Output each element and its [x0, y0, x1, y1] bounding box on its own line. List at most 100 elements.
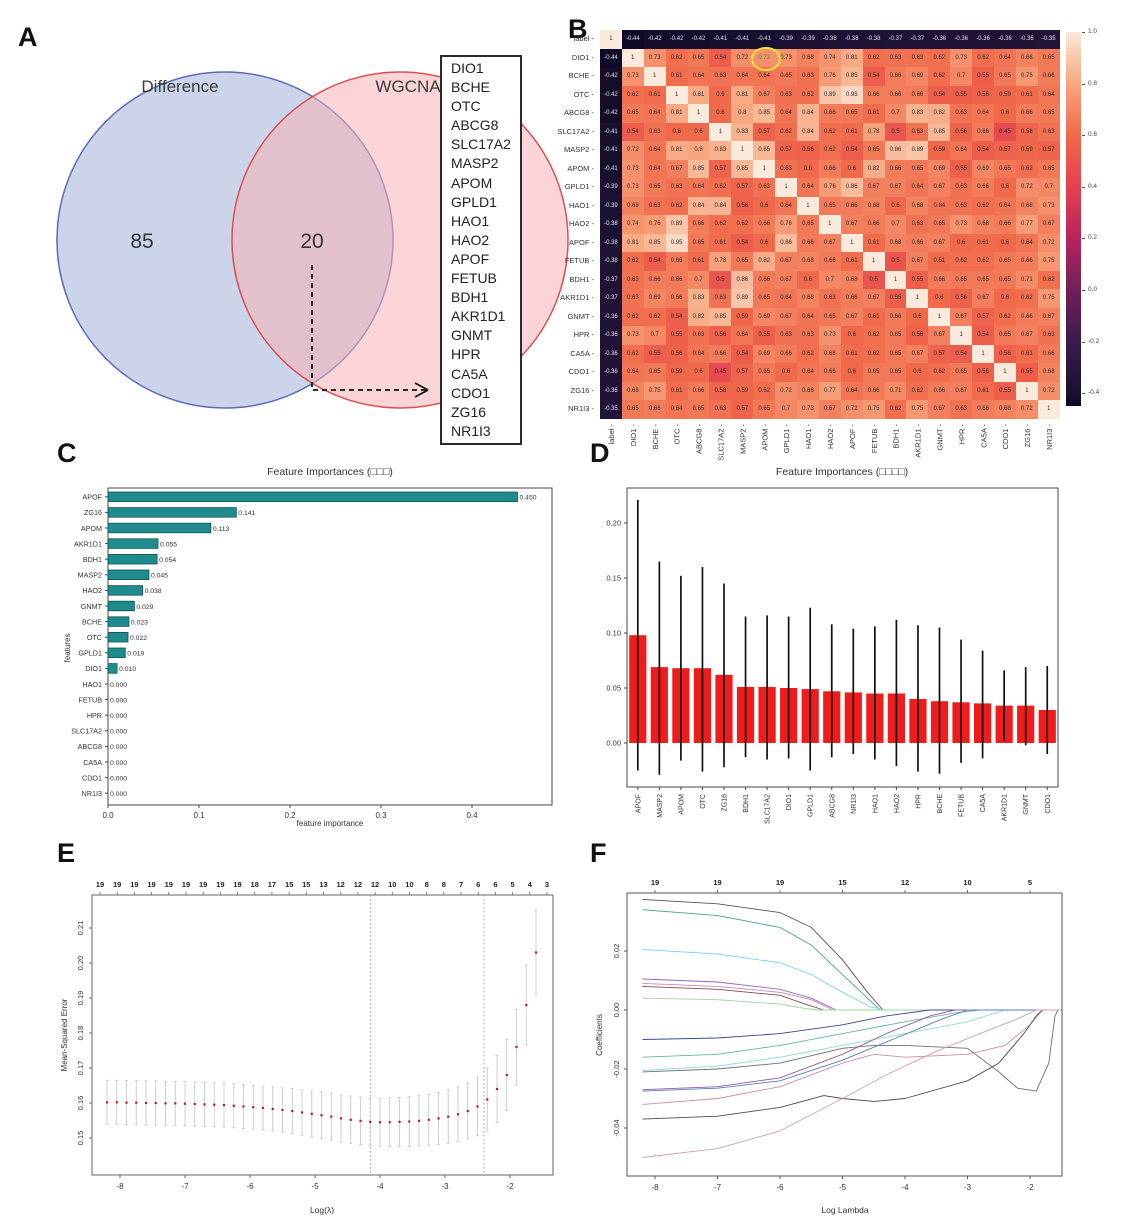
heatmap-row-label: BDH1 - [569, 274, 594, 284]
f-ytick-label: 0.00 [612, 1003, 621, 1018]
heatmap-row-label: SLC17A2 - [557, 126, 594, 136]
heatmap-cell: 0.85 [687, 159, 710, 178]
heatmap-cell: 1 [600, 30, 622, 49]
f-coef-path [642, 909, 1062, 1011]
heatmap-col-label: HPR - [957, 424, 966, 445]
heatmap-cell: 0.82 [928, 104, 951, 123]
heatmap-cell: 0.67 [775, 270, 798, 289]
heatmap-cell: 0.63 [950, 196, 973, 215]
heatmap-cell: 0.63 [950, 104, 973, 123]
heatmap-cell: 0.73 [818, 326, 841, 345]
heatmap-cell: 0.65 [775, 67, 798, 86]
heatmap-cell: 0.62 [972, 48, 995, 67]
e-ytick-label: 0.21 [76, 921, 85, 936]
d-ytick-label: 0.20 [606, 519, 621, 528]
heatmap-cell: 0.64 [797, 178, 819, 197]
c-cat-label: NR1I3 [82, 789, 102, 798]
heatmap-cell: 0.61 [862, 104, 885, 123]
heatmap-cell: 0.6 [840, 363, 863, 382]
heatmap-cell: 0.55 [1015, 363, 1038, 382]
c-cat-label: GPLD1 [78, 649, 102, 658]
heatmap-cell: 0.89 [665, 215, 688, 234]
heatmap-cell: 0.72 [621, 141, 644, 160]
f-ytick-label: -0.04 [612, 1119, 621, 1136]
heatmap-cell: 0.62 [862, 48, 885, 67]
f-ylabel: Coefficients [595, 1014, 604, 1056]
heatmap-cell: 0.76 [818, 67, 841, 86]
heatmap-cell: 0.64 [1015, 233, 1038, 252]
heatmap-cell: 0.7 [1037, 178, 1060, 197]
heatmap-cell: 0.69 [753, 307, 776, 326]
d-cat-label: HAO1 [872, 794, 879, 813]
heatmap-cell: 0.64 [665, 400, 688, 419]
heatmap-cell: 0.57 [775, 141, 798, 160]
colorbar-tick-label: 0.6 [1088, 131, 1098, 139]
heatmap-cell: 1 [753, 159, 776, 178]
e-mse-point [369, 1120, 372, 1123]
heatmap-cell: 0.85 [753, 141, 776, 160]
c-cat-label: HPR [87, 711, 102, 720]
heatmap-cell: 0.64 [643, 159, 666, 178]
d-cat-label: NR1I3 [851, 794, 858, 814]
e-ytick-label: 0.15 [76, 1131, 85, 1146]
heatmap-cell: 0.85 [643, 233, 666, 252]
heatmap-cell: 0.61 [972, 233, 995, 252]
gene-list-item: ABCG8 [451, 117, 499, 134]
heatmap-cell: 0.55 [950, 85, 973, 104]
heatmap-cell: 0.64 [972, 104, 995, 123]
d-ytick-label: 0.10 [606, 629, 621, 638]
heatmap-cell: 0.7 [775, 400, 798, 419]
heatmap-cell: 0.6 [775, 363, 798, 382]
heatmap-cell: 0.55 [665, 326, 688, 345]
heatmap-cell: 0.57 [972, 307, 995, 326]
e-mse-point [271, 1107, 274, 1111]
heatmap-cell: 0.64 [687, 178, 710, 197]
heatmap-col-label: CA5A - [979, 424, 988, 448]
heatmap-cell: 0.89 [818, 85, 841, 104]
f-coef-path [642, 1009, 1062, 1091]
heatmap-cell: 0.54 [643, 252, 666, 271]
heatmap-cell: 0.61 [840, 344, 863, 363]
heatmap-cell: 0.63 [950, 400, 973, 419]
feature-importance-vbar-chart: Feature Importances (□□□□) 0.20 0.15 0.10 0.… [606, 466, 1059, 824]
c-xtick-label: 0.4 [466, 811, 478, 820]
heatmap-cell: 0.72 [1037, 233, 1060, 252]
heatmap-cell: 1 [775, 178, 798, 197]
c-cat-label: FETUB [78, 695, 102, 704]
heatmap-cell: 0.64 [928, 196, 951, 215]
heatmap-cell: 0.63 [950, 178, 973, 197]
heatmap-cell: 0.63 [906, 215, 929, 234]
e-top-axis-label: 19 [199, 880, 207, 889]
heatmap-cell: 0.62 [709, 215, 732, 234]
d-cat-label: MASP2 [657, 794, 664, 818]
heatmap-cell: 0.7 [884, 104, 907, 123]
e-top-axis-label: 6 [493, 880, 497, 889]
heatmap-cell: 1 [1037, 400, 1060, 419]
heatmap-cell: 0.66 [797, 233, 819, 252]
e-ytick-label: 0.20 [76, 956, 85, 971]
overlap-arrow [311, 265, 428, 391]
heatmap-cell: 0.66 [884, 307, 907, 326]
heatmap-cell: 0.62 [1015, 289, 1038, 308]
c-value-label: 0.450 [520, 495, 537, 502]
heatmap-cell: 0.65 [753, 400, 776, 419]
heatmap-cell: 0.6 [906, 307, 929, 326]
heatmap-row-label: APOM - [567, 163, 594, 173]
d-cat-label: ABCG8 [829, 794, 836, 818]
heatmap-cell: 0.66 [1015, 307, 1038, 326]
d-cat-label: APOM [678, 794, 685, 815]
heatmap-cell: 0.61 [1015, 85, 1038, 104]
heatmap-cell: 0.61 [709, 233, 732, 252]
heatmap-cell: -0.36 [994, 30, 1016, 49]
heatmap-cell: 0.67 [753, 85, 776, 104]
d-cat-label: CDO1 [1045, 794, 1052, 814]
heatmap-cell: 0.66 [862, 215, 885, 234]
e-xtick-label: -4 [376, 1182, 384, 1191]
colorbar-tick [1082, 393, 1085, 395]
heatmap-cell: -0.38 [818, 30, 841, 49]
heatmap-cell: -0.36 [600, 363, 622, 382]
d-cat-label: FETUB [959, 794, 966, 817]
e-mse-point [154, 1101, 157, 1105]
heatmap-cell: 0.61 [862, 233, 885, 252]
heatmap-cell: 0.61 [840, 122, 863, 141]
